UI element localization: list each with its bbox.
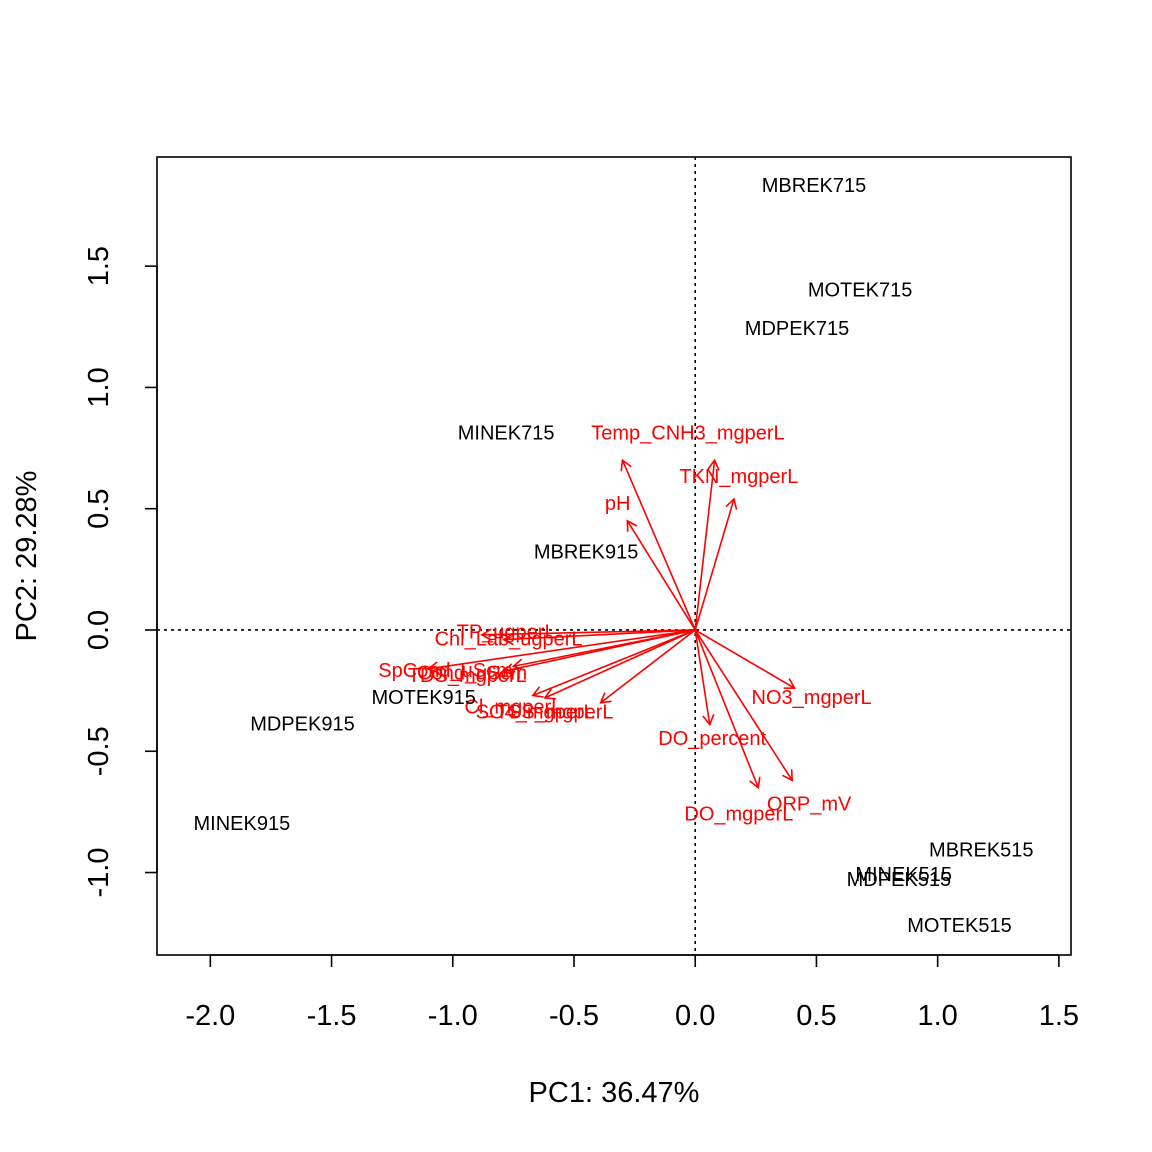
observation-label: MOTEK715 xyxy=(808,279,912,301)
loading-label: Cl_mgperL xyxy=(464,697,562,719)
x-tick-label: -1.0 xyxy=(428,1000,478,1032)
loading-arrow xyxy=(531,629,696,698)
y-tick-label: 1.5 xyxy=(83,246,115,286)
loading-label: Cond_uScm xyxy=(417,663,527,685)
loading-arrow xyxy=(626,519,696,631)
reference-lines xyxy=(157,157,1071,955)
loading-arrow xyxy=(599,629,696,704)
loading-label: DO_mgperL xyxy=(684,803,793,825)
observation-label: MOTEK515 xyxy=(907,915,1011,937)
y-tick-label: 0.0 xyxy=(83,610,115,650)
x-tick-label: -2.0 xyxy=(185,1000,235,1032)
loading-arrow xyxy=(543,629,696,700)
loading-arrow xyxy=(694,458,720,631)
y-tick-label: 1.0 xyxy=(83,367,115,407)
loading-label: Temp_CNH3_mgperL xyxy=(591,423,784,445)
loading-arrow xyxy=(502,629,696,646)
observation-label: MINEK915 xyxy=(193,813,290,835)
x-tick-label: 0.5 xyxy=(796,1000,836,1032)
loading-arrow xyxy=(694,629,715,727)
x-axis-title: PC1: 36.47% xyxy=(529,1077,700,1109)
observation-label: MOTEK915 xyxy=(371,687,475,709)
loading-label: NO3_mgperL xyxy=(752,687,872,709)
loading-label: SO4_mgperL xyxy=(476,701,595,723)
loading-label: TKN_mgperL xyxy=(679,466,798,488)
y-tick-label: 0.5 xyxy=(83,489,115,529)
x-tick-label: -0.5 xyxy=(549,1000,599,1032)
loading-label: Chl_Lab_ugperL xyxy=(435,629,583,651)
loading-arrow xyxy=(502,629,696,676)
observation-label: MDPEK515 xyxy=(847,869,952,891)
loading-labels: Temp_CNH3_mgperL TKN_mgperL pH TP_ugperLChl… xyxy=(378,423,871,826)
x-tick-label: 1.5 xyxy=(1039,1000,1079,1032)
loading-label: DO_percent xyxy=(658,728,766,750)
y-axis: -1.0 -0.5 0.0 0.5 1.0 1.5 xyxy=(83,246,158,898)
loading-arrow xyxy=(694,629,794,782)
loading-label: TDS_mgperL xyxy=(408,665,527,687)
loading-arrow xyxy=(694,629,796,690)
y-axis-title: PC2: 29.28% xyxy=(11,471,43,642)
loading-arrow xyxy=(694,629,761,790)
loading-arrow xyxy=(480,628,696,641)
loading-label: pH xyxy=(605,493,631,515)
loading-arrow xyxy=(620,458,696,631)
observation-label: MBREK915 xyxy=(534,541,639,563)
loading-label: TSS_mgperL xyxy=(496,701,614,723)
loading-arrows xyxy=(426,458,796,790)
x-axis: -2.0 -1.5 -1.0 -0.5 0.0 0.5 1.0 1.5 xyxy=(185,954,1079,1032)
loading-arrow xyxy=(426,629,696,674)
x-tick-label: -1.5 xyxy=(307,1000,357,1032)
observation-label: MBREK515 xyxy=(929,840,1034,862)
loading-label: SpCond_uScm xyxy=(378,660,513,682)
observation-label: MINEK715 xyxy=(458,423,555,445)
x-tick-label: 1.0 xyxy=(917,1000,957,1032)
y-tick-label: -0.5 xyxy=(83,726,115,776)
observation-label: MDPEK915 xyxy=(250,714,355,736)
observation-label: MINEK515 xyxy=(855,864,952,886)
y-tick-label: -1.0 xyxy=(83,848,115,898)
x-tick-label: 0.0 xyxy=(675,1000,715,1032)
loading-label: TP_ugperL xyxy=(457,621,556,643)
observation-label: MBREK715 xyxy=(762,175,867,197)
observation-label: MDPEK715 xyxy=(745,318,850,340)
loading-label: ORP_mV xyxy=(767,794,852,816)
observation-labels: MBREK715 MOTEK715 MDPEK715 MINEK715 MBREK915… xyxy=(193,175,1033,937)
loading-arrow xyxy=(694,497,738,631)
